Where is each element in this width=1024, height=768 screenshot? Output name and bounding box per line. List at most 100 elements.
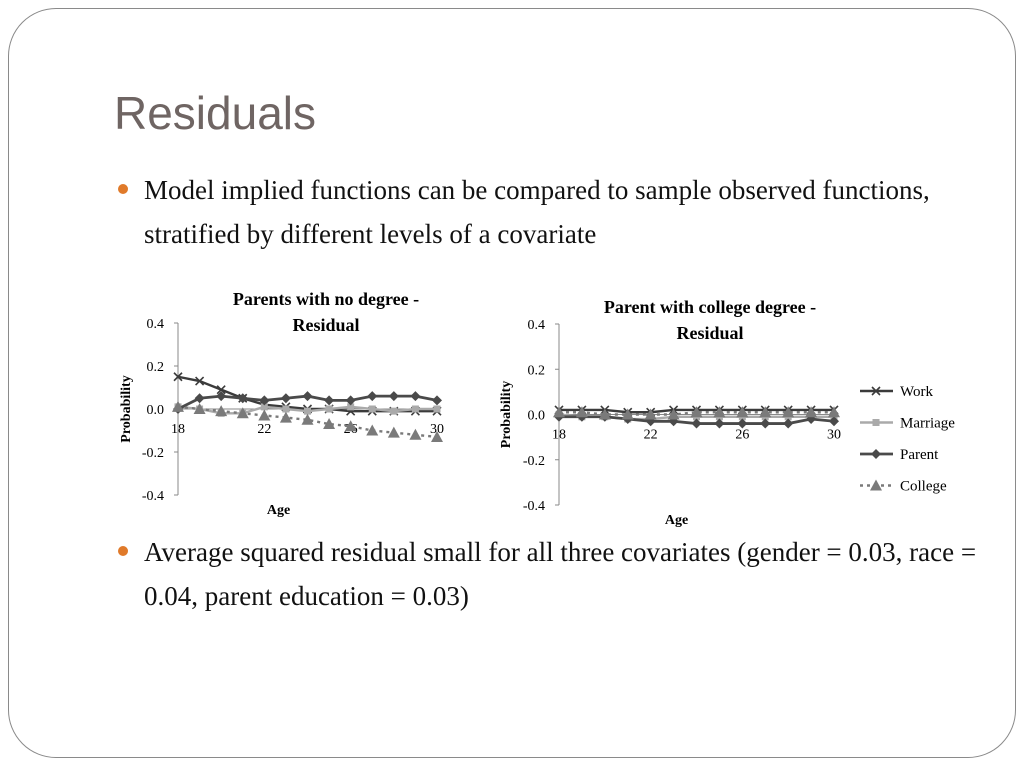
bullet-dot-icon xyxy=(118,546,128,556)
x-tick-label: 30 xyxy=(827,428,841,443)
legend-label: College xyxy=(900,479,947,495)
y-axis-label: Probability xyxy=(499,381,514,448)
data-point xyxy=(280,393,291,404)
legend-label: Parent xyxy=(900,447,939,463)
data-point xyxy=(345,395,356,406)
data-point xyxy=(390,407,398,415)
data-point xyxy=(194,393,205,404)
data-point xyxy=(667,408,680,420)
legend: Work Marriage Parent College xyxy=(860,384,955,495)
y-tick-label: 0.4 xyxy=(528,318,546,333)
data-point xyxy=(782,406,795,418)
bullet-text-2: Average squared residual small for all t… xyxy=(144,537,977,611)
data-point xyxy=(409,428,422,440)
chart-title: Parent with college degree - xyxy=(604,297,816,317)
data-point xyxy=(216,385,226,395)
data-point xyxy=(173,372,183,382)
data-point xyxy=(411,405,419,413)
data-point xyxy=(193,403,206,414)
data-point xyxy=(301,413,314,425)
data-point xyxy=(410,391,421,402)
data-point xyxy=(713,406,726,418)
data-point xyxy=(344,420,357,432)
y-tick-label: 0.0 xyxy=(528,409,546,424)
chart-title: Parents with no degree - xyxy=(233,289,419,309)
data-point xyxy=(215,405,228,417)
data-point xyxy=(366,424,379,436)
data-point xyxy=(279,411,292,423)
x-tick-label: 22 xyxy=(644,428,658,443)
data-point xyxy=(172,400,184,412)
data-point xyxy=(433,405,441,413)
data-point xyxy=(759,406,772,418)
bullet-dot-icon xyxy=(118,184,128,194)
legend-label: Work xyxy=(900,384,933,400)
x-axis-label: Age xyxy=(267,503,290,518)
data-point xyxy=(302,391,313,402)
data-point xyxy=(621,408,634,420)
y-tick-label: 0.2 xyxy=(147,360,165,375)
data-point xyxy=(324,395,335,406)
bullet-item-1: Model implied functions can be compared … xyxy=(118,168,998,256)
data-point xyxy=(282,405,290,413)
y-tick-label: -0.4 xyxy=(142,489,164,504)
x-tick-label: 18 xyxy=(171,422,185,437)
y-axis-label: Probability xyxy=(119,375,134,442)
data-point xyxy=(691,418,702,429)
legend-marker xyxy=(871,386,881,396)
legend-marker xyxy=(871,449,881,459)
data-point xyxy=(259,395,270,406)
legend-marker xyxy=(870,479,882,491)
x-tick-label: 18 xyxy=(552,428,566,443)
series-college xyxy=(172,400,443,442)
data-point xyxy=(387,426,400,438)
x-tick-label: 26 xyxy=(735,428,749,443)
data-point xyxy=(347,403,355,411)
data-point xyxy=(805,406,818,418)
data-point xyxy=(237,393,248,404)
legend-marker xyxy=(872,419,880,426)
data-point xyxy=(367,391,378,402)
data-point xyxy=(553,406,565,418)
x-axis-label: Age xyxy=(665,513,688,528)
bullet-item-2: Average squared residual small for all t… xyxy=(118,530,998,618)
x-tick-label: 22 xyxy=(257,422,271,437)
data-point xyxy=(195,376,205,386)
data-point xyxy=(323,418,336,430)
y-tick-label: 0.4 xyxy=(147,317,165,332)
data-point xyxy=(736,406,749,418)
data-point xyxy=(598,408,611,420)
data-point xyxy=(737,418,748,429)
chart-title: Residual xyxy=(676,323,743,343)
data-point xyxy=(304,407,311,415)
chart-title: Residual xyxy=(292,315,359,335)
x-tick-label: 30 xyxy=(430,422,444,437)
data-point xyxy=(828,406,840,418)
slide-frame xyxy=(8,8,1016,758)
data-point xyxy=(829,416,839,427)
data-point xyxy=(783,418,794,429)
slide-title: Residuals xyxy=(114,87,316,139)
data-point xyxy=(216,391,227,402)
data-point xyxy=(575,406,588,418)
data-point xyxy=(236,407,249,419)
data-point xyxy=(368,405,376,413)
legend-label: Marriage xyxy=(900,416,955,432)
data-point xyxy=(760,418,771,429)
y-tick-label: 0.2 xyxy=(528,363,546,378)
chart-1: Parents with no degree - Residual 0.4 0.2 0.… xyxy=(119,289,444,518)
y-tick-label: -0.4 xyxy=(523,499,545,514)
data-point xyxy=(258,409,271,421)
data-point xyxy=(432,395,442,406)
bullet-text-1: Model implied functions can be compared … xyxy=(144,175,930,249)
data-point xyxy=(325,405,333,413)
series-college xyxy=(553,406,840,420)
data-point xyxy=(388,391,399,402)
y-tick-label: -0.2 xyxy=(523,454,545,469)
chart-2: Parent with college degree - Residual 0.4 0… xyxy=(499,297,955,528)
data-point xyxy=(714,418,725,429)
y-tick-label: -0.2 xyxy=(142,446,164,461)
data-point xyxy=(260,403,268,411)
y-tick-label: 0.0 xyxy=(147,403,165,418)
